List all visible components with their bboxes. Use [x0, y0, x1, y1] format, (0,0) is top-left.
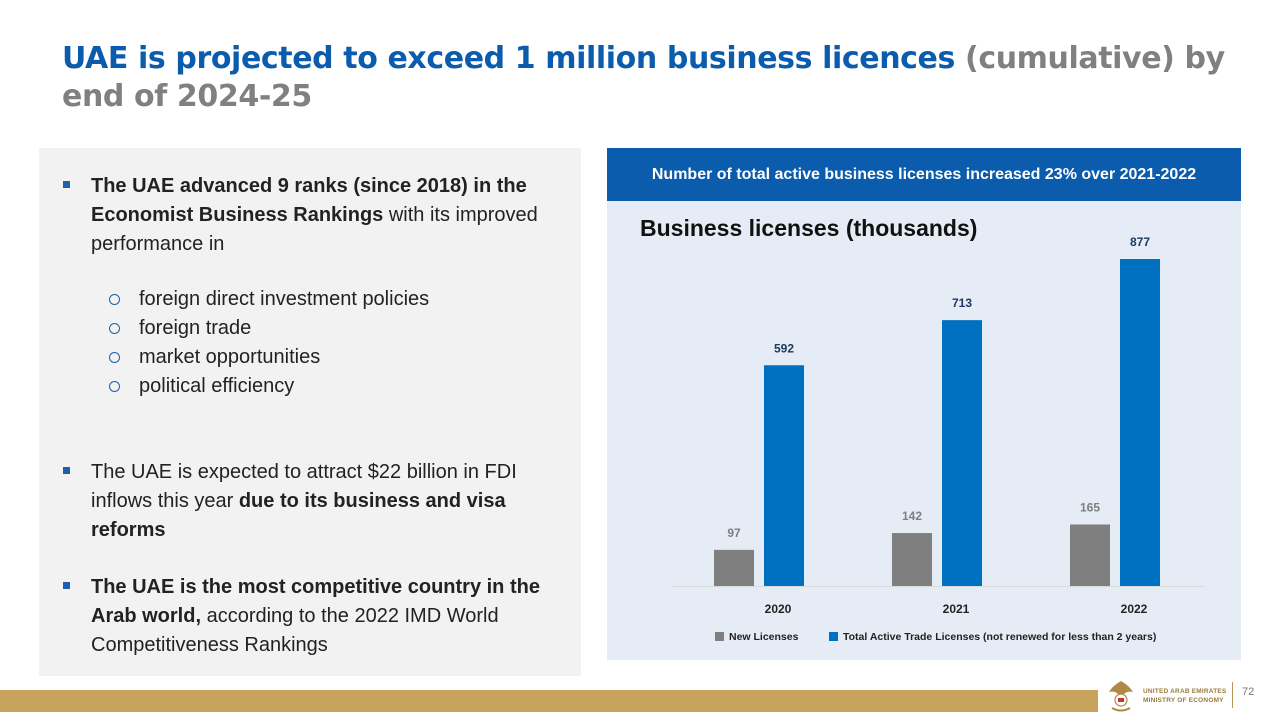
- list-item: political efficiency: [109, 372, 549, 401]
- bullet-rankings-text: The UAE advanced 9 ranks (since 2018) in…: [91, 172, 561, 259]
- circle-bullet-icon: [109, 294, 120, 305]
- ministry-wordmark: UNITED ARAB EMIRATES MINISTRY OF ECONOMY: [1143, 687, 1229, 705]
- data-label: 713: [952, 296, 972, 310]
- bar-total-2021: [942, 320, 982, 586]
- key-facts-panel: The UAE advanced 9 ranks (since 2018) in…: [39, 148, 581, 676]
- x-tick-label: 2020: [765, 602, 792, 616]
- sub-item-label: market opportunities: [139, 346, 321, 368]
- slide-title: UAE is projected to exceed 1 million bus…: [62, 40, 1242, 116]
- circle-bullet-icon: [109, 352, 120, 363]
- title-suffix: (cumulative) by end of 2024-25: [62, 41, 1225, 114]
- chart-title: Business licenses (thousands): [640, 215, 978, 241]
- bullet-rankings-rest: with its improved performance in: [91, 204, 538, 255]
- bullet-competitiveness-rest: according to the 2022 IMD World Competit…: [91, 605, 499, 656]
- legend-swatch: [829, 632, 838, 641]
- data-label: 142: [902, 509, 922, 523]
- data-label: 97: [727, 526, 741, 540]
- growth-banner: Number of total active business licenses…: [607, 148, 1241, 201]
- list-item: foreign direct investment policies: [109, 285, 549, 314]
- x-tick-label: 2021: [943, 602, 970, 616]
- page-number: 72: [1242, 686, 1255, 698]
- bullet-competitiveness-bold: The UAE is the most competitive country …: [91, 576, 540, 627]
- sub-item-label: foreign direct investment policies: [139, 288, 430, 310]
- bullet-fdi-text: The UAE is expected to attract $22 billi…: [91, 458, 561, 545]
- legend-swatch: [715, 632, 724, 641]
- uae-emblem-icon: [1109, 681, 1133, 712]
- bullet-marker-icon: [63, 582, 70, 589]
- sub-item-label: foreign trade: [139, 317, 252, 339]
- footer-divider: [1232, 682, 1233, 708]
- performance-areas-list: foreign direct investment policies forei…: [109, 285, 549, 401]
- data-label: 877: [1130, 235, 1150, 249]
- bullet-fdi-bold: due to its business and visa reforms: [91, 490, 506, 541]
- bullet-competitiveness-text: The UAE is the most competitive country …: [91, 573, 561, 660]
- bar-total-2022: [1120, 259, 1160, 586]
- bar-new-2021: [892, 533, 932, 586]
- bullet-fdi-start: The UAE is expected to attract $22 billi…: [91, 461, 517, 512]
- bullet-marker-icon: [63, 181, 70, 188]
- sub-item-label: political efficiency: [139, 375, 295, 397]
- footer-bar: [0, 690, 1098, 712]
- circle-bullet-icon: [109, 323, 120, 334]
- ministry-line-1: UNITED ARAB EMIRATES: [1143, 688, 1227, 695]
- data-label: 165: [1080, 500, 1100, 514]
- list-item: foreign trade: [109, 314, 549, 343]
- legend-entry: New Licenses: [729, 631, 799, 643]
- business-licenses-chart: 97 592 2020 142 713 2021 165 877 2022 New License…: [671, 235, 1205, 643]
- data-label: 592: [774, 341, 794, 355]
- bullet-marker-icon: [63, 467, 70, 474]
- x-tick-label: 2022: [1121, 602, 1148, 616]
- title-main: UAE is projected to exceed 1 million bus…: [62, 41, 955, 76]
- list-item: market opportunities: [109, 343, 549, 372]
- bar-new-2020: [714, 549, 754, 586]
- legend-entry: Total Active Trade Licenses (not renewed…: [843, 631, 1156, 643]
- circle-bullet-icon: [109, 381, 120, 392]
- ministry-line-2: MINISTRY OF ECONOMY: [1143, 697, 1224, 704]
- chart-panel: Number of total active business licenses…: [607, 148, 1241, 660]
- bullet-rankings-bold: The UAE advanced 9 ranks (since 2018) in…: [91, 175, 527, 226]
- bar-total-2020: [764, 365, 804, 586]
- bar-new-2022: [1070, 524, 1110, 586]
